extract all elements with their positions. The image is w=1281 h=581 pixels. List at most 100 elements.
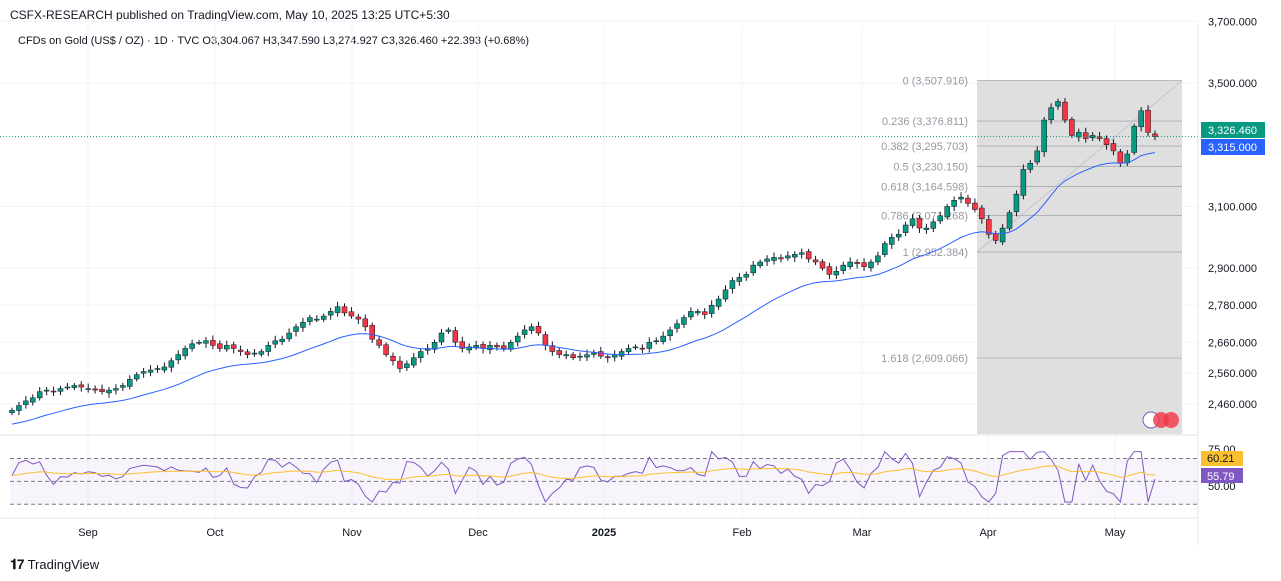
symbol-ohlc-line: CFDs on Gold (US$ / OZ) · 1D · TVC O3,30… (18, 35, 529, 47)
candle-body (487, 345, 493, 350)
candle-body (999, 227, 1006, 243)
candle-body (736, 277, 743, 282)
candle-body (314, 318, 320, 321)
candle-body (127, 379, 133, 387)
candle-body (327, 311, 334, 316)
candle-body (701, 311, 708, 315)
candle-body (535, 325, 542, 334)
candle-body (902, 224, 909, 233)
candle-body (217, 343, 223, 349)
candle-body (9, 409, 15, 413)
candle-body (771, 257, 777, 261)
price-labels: 3,326.460 3,315.000 (1201, 122, 1265, 155)
candle-body (438, 332, 445, 343)
rsi-value: 55.79 (1207, 471, 1235, 483)
candle-body (549, 345, 556, 352)
candle-body (300, 321, 306, 328)
candle-body (937, 215, 944, 222)
candle-body (341, 306, 348, 314)
candle-body (1034, 150, 1040, 163)
ma-price-badge (1201, 139, 1265, 155)
candle-body (868, 261, 874, 269)
candle-body (563, 354, 569, 357)
candle-body (729, 280, 736, 289)
fib-label: 0.618 (3,164.598) (881, 182, 968, 194)
candle-body (120, 385, 126, 388)
candle-body (577, 355, 583, 358)
time-tick: Feb (733, 527, 752, 539)
candle-body (265, 345, 272, 352)
candle-body (154, 368, 161, 370)
candle-body (882, 243, 888, 255)
candle-body (390, 355, 396, 362)
flags-icon[interactable] (1142, 411, 1179, 429)
candle-body (812, 259, 819, 263)
candle-body (113, 388, 119, 391)
candle-body (279, 338, 285, 342)
price-tick: 2,900.000 (1208, 263, 1257, 275)
candle-body (521, 329, 528, 335)
fib-retracement-box[interactable] (977, 80, 1182, 434)
candle-body (16, 405, 22, 411)
time-tick: Mar (853, 527, 872, 539)
candle-body (147, 369, 154, 373)
time-tick: Sep (78, 527, 98, 539)
candle-body (1117, 151, 1124, 164)
candle-body (514, 335, 521, 343)
candle-body (175, 354, 182, 361)
rsi-line (11, 450, 1156, 504)
fib-label: 1.618 (2,609.066) (881, 353, 968, 365)
candle-body (293, 326, 299, 332)
candle-body (57, 388, 64, 392)
candle-body (362, 318, 369, 328)
candle-body (320, 315, 327, 320)
candle-body (1082, 132, 1089, 139)
footer-brand: TradingView (27, 557, 100, 572)
candle-body (833, 271, 840, 276)
candle-body (639, 347, 646, 350)
candle-body (889, 237, 895, 245)
candle-body (1110, 143, 1117, 152)
candle-body (452, 330, 459, 343)
candle-body (445, 329, 452, 332)
candle-body (909, 218, 916, 226)
candle-body (210, 340, 216, 346)
candle-body (182, 348, 188, 357)
candle-body (708, 304, 715, 314)
candle-body (168, 360, 175, 368)
last-price-text: 3,326.460 (1208, 125, 1257, 137)
candle-body (223, 345, 230, 350)
candle-body (958, 196, 964, 200)
candle-body (840, 264, 847, 271)
candle-body (778, 257, 784, 260)
candle-body (528, 326, 535, 331)
candle-body (1055, 101, 1061, 107)
price-tick: 2,660.000 (1208, 337, 1257, 349)
candle-body (598, 351, 604, 357)
candle-body (494, 345, 500, 348)
tradingview-logo-icon: 𝟏7 (10, 556, 25, 572)
candle-body (237, 349, 244, 352)
candle-body (1103, 138, 1110, 145)
candle-body (376, 339, 382, 346)
time-tick: May (1105, 527, 1126, 539)
candle-body (875, 255, 881, 263)
candle-body (604, 356, 611, 359)
ma-price-text: 3,315.000 (1208, 142, 1257, 154)
candle-body (618, 351, 625, 357)
time-tick: Dec (468, 527, 488, 539)
candle-body (230, 344, 237, 349)
candle-body (1138, 110, 1144, 128)
candle-body (106, 389, 112, 394)
time-axis[interactable]: Sep Oct Nov Dec 2025 Feb Mar Apr May (78, 527, 1126, 539)
candle-body (272, 340, 278, 345)
candle-body (542, 334, 549, 346)
candle-body (99, 388, 105, 392)
candle-body (916, 217, 923, 229)
candle-body (196, 342, 202, 344)
candle-body (23, 400, 29, 405)
candle-body (355, 316, 362, 320)
candle-body (334, 306, 341, 313)
price-axis[interactable]: 3,700.000 3,500.000 3,100.000 2,900.000 2,78… (1208, 16, 1257, 411)
